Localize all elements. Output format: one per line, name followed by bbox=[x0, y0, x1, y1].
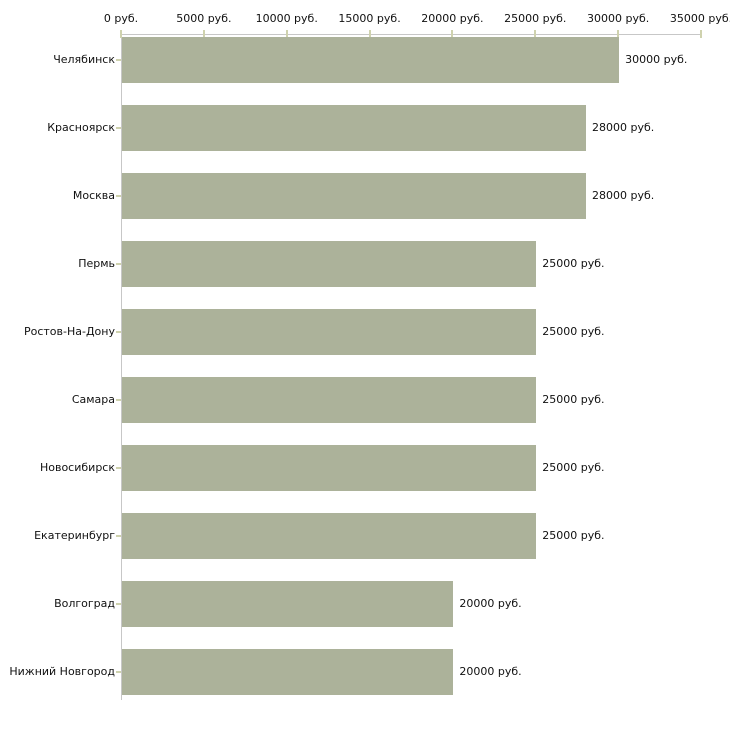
category-label: Волгоград bbox=[54, 597, 115, 610]
bar bbox=[122, 309, 537, 355]
category-label: Самара bbox=[71, 393, 115, 406]
x-tick-label: 20000 руб. bbox=[421, 12, 484, 25]
y-axis-tick bbox=[116, 535, 121, 537]
category-label: Красноярск bbox=[47, 121, 115, 134]
x-axis-tick bbox=[202, 30, 205, 38]
y-axis-line bbox=[121, 34, 122, 700]
value-label: 25000 руб. bbox=[542, 461, 605, 474]
y-axis-tick bbox=[116, 59, 121, 61]
x-axis-tick bbox=[120, 30, 122, 38]
bar bbox=[122, 377, 537, 423]
bar bbox=[122, 581, 454, 627]
value-label: 28000 руб. bbox=[592, 189, 655, 202]
y-axis-tick bbox=[116, 331, 121, 333]
bar bbox=[122, 105, 586, 151]
value-label: 20000 руб. bbox=[459, 665, 522, 678]
y-axis-tick bbox=[116, 671, 121, 673]
x-axis-tick bbox=[534, 30, 537, 38]
x-tick-label: 30000 руб. bbox=[587, 12, 650, 25]
y-axis-tick bbox=[116, 195, 121, 197]
value-label: 20000 руб. bbox=[459, 597, 522, 610]
value-label: 25000 руб. bbox=[542, 325, 605, 338]
bar bbox=[122, 445, 537, 491]
x-axis-line bbox=[121, 34, 701, 35]
x-axis-tick bbox=[368, 30, 371, 38]
x-tick-label: 0 руб. bbox=[103, 12, 139, 25]
value-label: 25000 руб. bbox=[542, 529, 605, 542]
x-tick-label: 10000 руб. bbox=[255, 12, 318, 25]
y-axis-tick bbox=[116, 127, 121, 129]
x-axis-tick bbox=[285, 30, 288, 38]
x-axis-tick bbox=[617, 30, 620, 38]
x-tick-label: 15000 руб. bbox=[338, 12, 401, 25]
x-tick-label: 5000 руб. bbox=[176, 12, 232, 25]
bar bbox=[122, 37, 620, 83]
bar bbox=[122, 173, 586, 219]
x-tick-label: 35000 руб. bbox=[669, 12, 730, 25]
category-label: Челябинск bbox=[53, 53, 115, 66]
value-label: 30000 руб. bbox=[625, 53, 688, 66]
value-label: 25000 руб. bbox=[542, 257, 605, 270]
category-label: Нижний Новгород bbox=[9, 665, 115, 678]
y-axis-tick bbox=[116, 399, 121, 401]
category-label: Ростов-На-Дону bbox=[23, 325, 115, 338]
x-axis-tick bbox=[700, 30, 702, 38]
bar bbox=[122, 241, 537, 287]
x-axis-tick bbox=[451, 30, 454, 38]
y-axis-tick bbox=[116, 467, 121, 469]
category-label: Москва bbox=[72, 189, 115, 202]
x-tick-label: 25000 руб. bbox=[504, 12, 567, 25]
value-label: 28000 руб. bbox=[592, 121, 655, 134]
category-label: Екатеринбург bbox=[34, 529, 115, 542]
value-label: 25000 руб. bbox=[542, 393, 605, 406]
category-label: Пермь bbox=[78, 257, 115, 270]
bar bbox=[122, 649, 454, 695]
bar bbox=[122, 513, 537, 559]
category-label: Новосибирск bbox=[39, 461, 115, 474]
y-axis-tick bbox=[116, 603, 121, 605]
y-axis-tick bbox=[116, 263, 121, 265]
